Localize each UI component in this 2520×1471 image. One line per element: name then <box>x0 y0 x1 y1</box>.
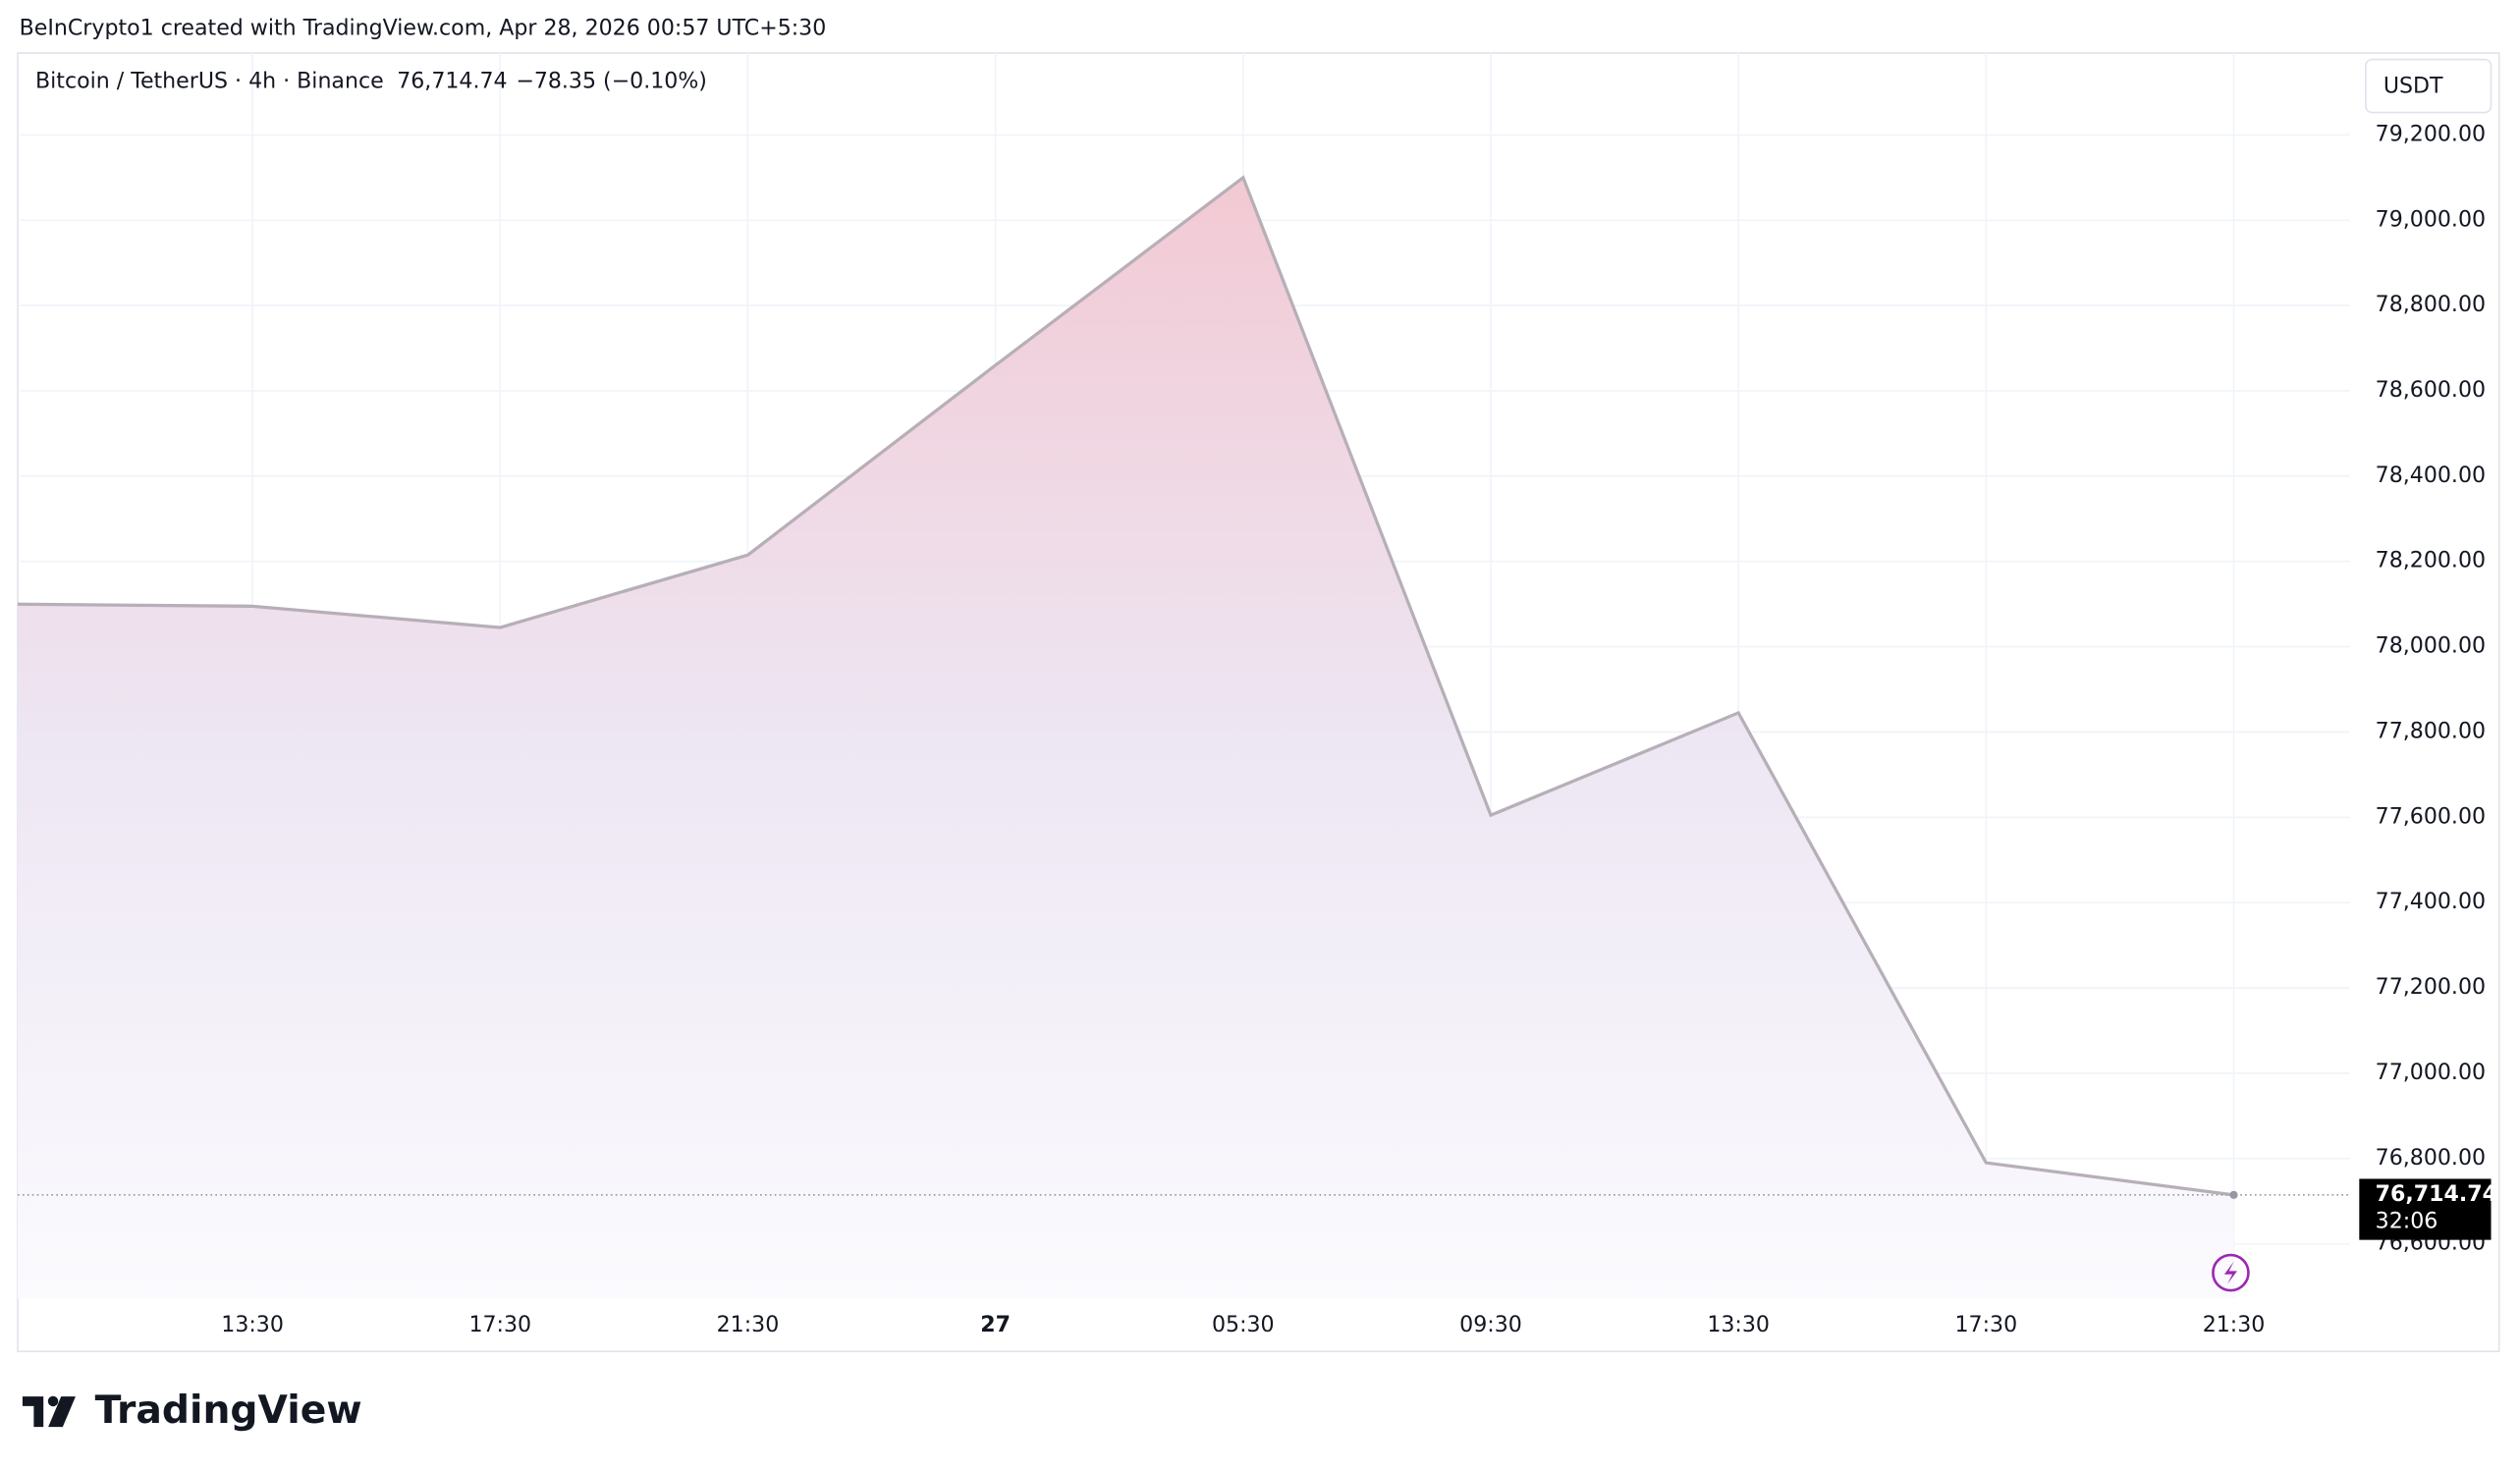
symbol-price: 76,714.74 <box>397 68 507 93</box>
x-tick-label: 13:30 <box>1707 1312 1770 1337</box>
y-tick-label: 77,200.00 <box>2376 974 2486 1000</box>
x-tick-label: 21:30 <box>2203 1312 2266 1337</box>
x-tick-label: 21:30 <box>717 1312 780 1337</box>
y-tick-label: 79,200.00 <box>2376 121 2486 146</box>
symbol: Bitcoin / TetherUS · 4h · Binance <box>35 68 384 93</box>
plot <box>18 53 2350 1299</box>
y-tick-label: 77,400.00 <box>2376 889 2486 914</box>
y-tick-label: 77,000.00 <box>2376 1060 2486 1085</box>
countdown: 32:06 <box>2376 1209 2438 1234</box>
currency[interactable]: USDT <box>2383 73 2443 98</box>
area-fill <box>18 177 2234 1299</box>
y-tick-label: 78,400.00 <box>2376 463 2486 488</box>
price-line <box>18 175 2234 1197</box>
logo: TradingView <box>95 1389 362 1433</box>
currency-box[interactable] <box>2365 58 2493 114</box>
credit: BeInCrypto1 created with TradingView.com… <box>20 15 827 40</box>
y-tick-label: 78,000.00 <box>2376 633 2486 659</box>
symbol-change: −78.35 (−0.10%) <box>516 68 707 93</box>
event-icon[interactable] <box>2212 1253 2250 1292</box>
last-point <box>2229 1190 2238 1199</box>
x-tick-label: 17:30 <box>468 1312 531 1337</box>
y-tick-label: 79,000.00 <box>2376 206 2486 232</box>
x-tick-label: 27 <box>980 1312 1011 1337</box>
y-tick-label: 77,600.00 <box>2376 803 2486 829</box>
x-tick-label: 17:30 <box>1955 1312 2018 1337</box>
price-tag <box>2359 1178 2492 1240</box>
y-tick-label: 78,800.00 <box>2376 292 2486 317</box>
x-tick-label: 05:30 <box>1212 1312 1275 1337</box>
event-bolt <box>2223 1261 2237 1284</box>
y-tick-label: 76,800.00 <box>2376 1145 2486 1171</box>
x-tick-label: 13:30 <box>221 1312 284 1337</box>
y-tick-label: 78,600.00 <box>2376 377 2486 403</box>
y-tick-label: 78,200.00 <box>2376 548 2486 573</box>
y-tick-label: 77,800.00 <box>2376 718 2486 743</box>
x-tick-label: 09:30 <box>1459 1312 1522 1337</box>
price-tag-label: 76,714.74 <box>2376 1181 2497 1207</box>
logo-mark <box>22 1395 76 1428</box>
